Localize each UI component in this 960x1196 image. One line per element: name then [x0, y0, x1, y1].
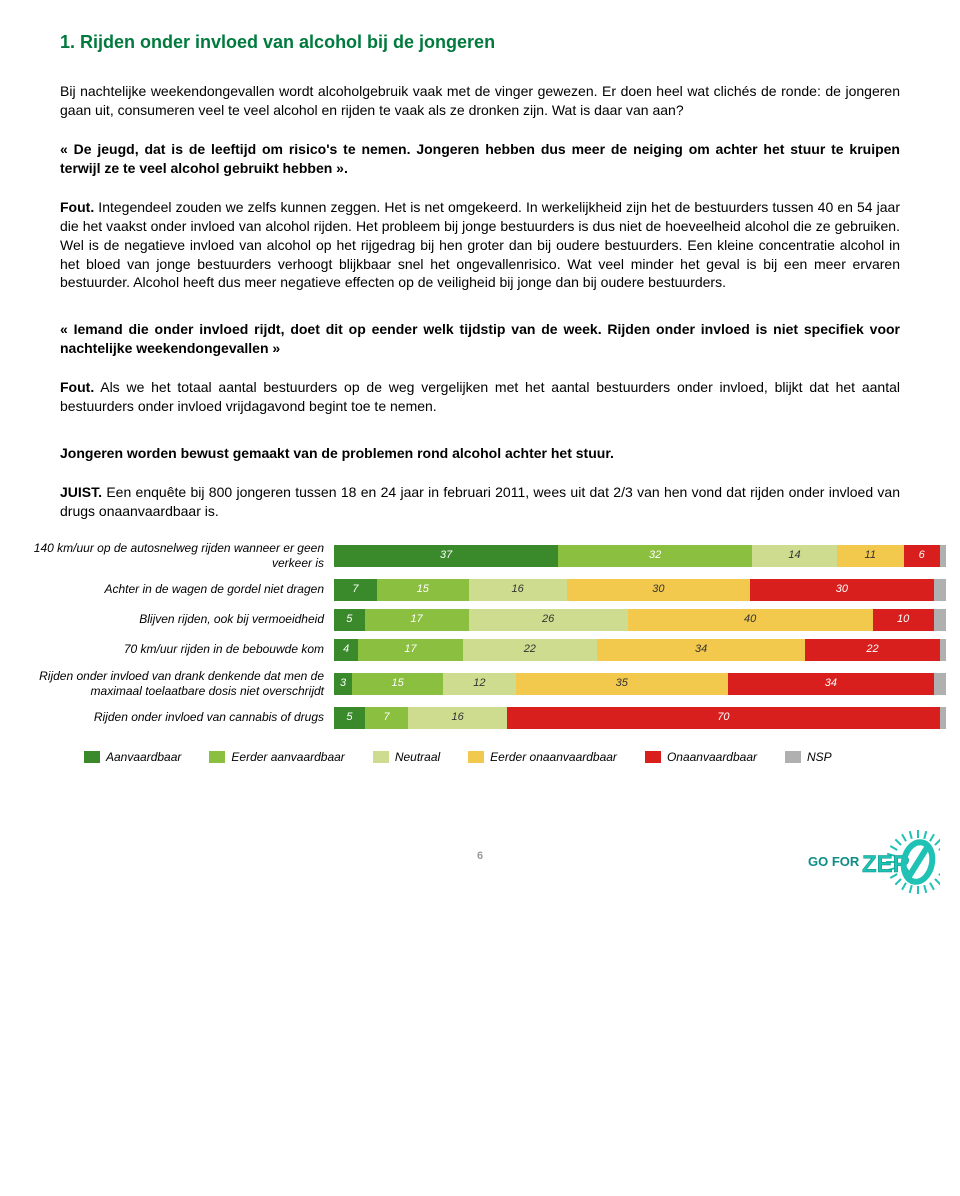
bar-segment: 5 — [334, 609, 365, 631]
bar-segment: 17 — [365, 609, 469, 631]
bar-segment: 40 — [628, 609, 873, 631]
legend-swatch-icon — [645, 751, 661, 763]
bar-segment: 22 — [805, 639, 940, 661]
bar-segment: 16 — [469, 579, 567, 601]
bar-segment: 30 — [567, 579, 751, 601]
legend-item: Eerder aanvaardbaar — [209, 749, 344, 765]
bar-segment — [940, 707, 946, 729]
bar-segment: 5 — [334, 707, 365, 729]
bar-segment: 22 — [463, 639, 598, 661]
bar-segment: 37 — [334, 545, 558, 567]
legend-swatch-icon — [468, 751, 484, 763]
bar-segment: 16 — [408, 707, 507, 729]
legend-item: Eerder onaanvaardbaar — [468, 749, 617, 765]
bar-segment: 35 — [516, 673, 728, 695]
chart-row-bars: 417223422 — [334, 639, 946, 661]
answer-1-body: Integendeel zouden we zelfs kunnen zegge… — [60, 199, 900, 291]
legend-item: Neutraal — [373, 749, 440, 765]
chart-row: Rijden onder invloed van cannabis of dru… — [14, 707, 946, 729]
bar-segment: 34 — [728, 673, 934, 695]
claim-3: Jongeren worden bewust gemaakt van de pr… — [60, 444, 900, 463]
acceptability-chart: 140 km/uur op de autosnelweg rijden wann… — [14, 541, 946, 765]
answer-1-lead: Fout. — [60, 199, 94, 215]
chart-row: 70 km/uur rijden in de bebouwde kom41722… — [14, 639, 946, 661]
claim-2: « Iemand die onder invloed rijdt, doet d… — [60, 320, 900, 358]
chart-row-label: Rijden onder invloed van cannabis of dru… — [14, 710, 334, 725]
legend-swatch-icon — [209, 751, 225, 763]
chart-row: Blijven rijden, ook bij vermoeidheid5172… — [14, 609, 946, 631]
chart-row: 140 km/uur op de autosnelweg rijden wann… — [14, 541, 946, 571]
bar-segment: 7 — [365, 707, 408, 729]
legend-swatch-icon — [373, 751, 389, 763]
legend-item: Onaanvaardbaar — [645, 749, 757, 765]
chart-legend: Aanvaardbaar Eerder aanvaardbaar Neutraal E… — [14, 737, 946, 765]
bar-segment: 70 — [507, 707, 940, 729]
bar-segment: 14 — [752, 545, 837, 567]
bar-segment — [934, 673, 946, 695]
logo-text-gofor: GO FOR — [808, 854, 860, 869]
chart-row-label: 140 km/uur op de autosnelweg rijden wann… — [14, 541, 334, 571]
answer-2-body: Als we het totaal aantal bestuurders op … — [60, 379, 900, 414]
bar-segment: 11 — [837, 545, 904, 567]
intro-paragraph: Bij nachtelijke weekendongevallen wordt … — [60, 82, 900, 120]
bar-segment: 26 — [469, 609, 628, 631]
bar-segment: 34 — [597, 639, 805, 661]
legend-swatch-icon — [785, 751, 801, 763]
chart-row-label: Achter in de wagen de gordel niet dragen — [14, 582, 334, 597]
chart-row-label: Rijden onder invloed van drank denkende … — [14, 669, 334, 699]
chart-row-label: Blijven rijden, ook bij vermoeidheid — [14, 612, 334, 627]
bar-segment: 30 — [750, 579, 934, 601]
bar-segment: 6 — [904, 545, 940, 567]
claim-1: « De jeugd, dat is de leeftijd om risico… — [60, 140, 900, 178]
answer-3: JUIST. Een enquête bij 800 jongeren tuss… — [60, 483, 900, 521]
bar-segment: 17 — [358, 639, 462, 661]
answer-2: Fout. Als we het totaal aantal bestuurde… — [60, 378, 900, 416]
legend-label: Neutraal — [395, 749, 440, 765]
legend-label: NSP — [807, 749, 832, 765]
legend-item: Aanvaardbaar — [84, 749, 181, 765]
chart-row: Rijden onder invloed van drank denkende … — [14, 669, 946, 699]
chart-row-bars: 571670 — [334, 707, 946, 729]
chart-row-bars: 715163030 — [334, 579, 946, 601]
legend-label: Aanvaardbaar — [106, 749, 181, 765]
bar-segment — [934, 579, 946, 601]
chart-row-label: 70 km/uur rijden in de bebouwde kom — [14, 642, 334, 657]
answer-3-lead: JUIST. — [60, 484, 102, 500]
bar-segment: 4 — [334, 639, 358, 661]
legend-label: Eerder aanvaardbaar — [231, 749, 344, 765]
chart-row-bars: 315123534 — [334, 673, 946, 695]
answer-2-lead: Fout. — [60, 379, 94, 395]
bar-segment — [934, 609, 946, 631]
bar-segment: 12 — [443, 673, 516, 695]
page-number: 6 — [60, 805, 900, 864]
go-for-zero-logo: GO FOR ZER — [790, 810, 940, 905]
bar-segment: 10 — [873, 609, 934, 631]
legend-label: Onaanvaardbaar — [667, 749, 757, 765]
legend-item: NSP — [785, 749, 832, 765]
bar-segment: 3 — [334, 673, 352, 695]
legend-swatch-icon — [84, 751, 100, 763]
chart-row-bars: 373214116 — [334, 545, 946, 567]
answer-3-body: Een enquête bij 800 jongeren tussen 18 e… — [60, 484, 900, 519]
bar-segment: 32 — [558, 545, 752, 567]
answer-1: Fout. Integendeel zouden we zelfs kunnen… — [60, 198, 900, 292]
page-footer: 6 GO FOR ZER — [60, 805, 900, 895]
bar-segment: 15 — [352, 673, 443, 695]
bar-segment — [940, 639, 946, 661]
legend-label: Eerder onaanvaardbaar — [490, 749, 617, 765]
bar-segment: 7 — [334, 579, 377, 601]
chart-row: Achter in de wagen de gordel niet dragen… — [14, 579, 946, 601]
bar-segment — [940, 545, 946, 567]
section-title: 1. Rijden onder invloed van alcohol bij … — [60, 30, 900, 54]
bar-segment: 15 — [377, 579, 469, 601]
chart-row-bars: 517264010 — [334, 609, 946, 631]
